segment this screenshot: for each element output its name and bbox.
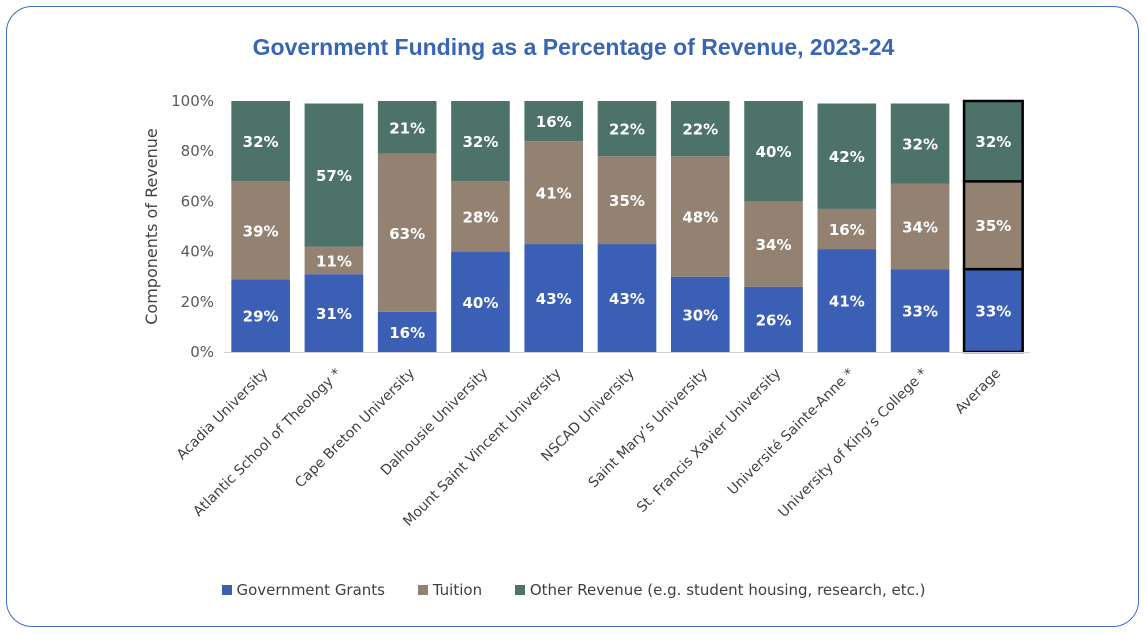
x-tick-label: Atlantic School of Theology * bbox=[190, 366, 344, 520]
data-label: 33% bbox=[902, 303, 938, 321]
bar-segment bbox=[377, 311, 437, 352]
data-label: 39% bbox=[243, 222, 279, 240]
bar-segment bbox=[451, 251, 510, 352]
data-label: 43% bbox=[536, 290, 572, 308]
data-label: 32% bbox=[975, 133, 1011, 151]
data-label: 16% bbox=[536, 113, 572, 131]
bar-segment bbox=[817, 249, 877, 352]
data-label: 41% bbox=[536, 185, 572, 203]
data-label: 22% bbox=[609, 121, 645, 139]
x-tick-label: Cape Breton University bbox=[292, 366, 418, 492]
bar-segment bbox=[231, 181, 290, 280]
bar-segment bbox=[962, 99, 1024, 183]
y-tick-label: 80% bbox=[181, 142, 214, 160]
data-label: 43% bbox=[609, 290, 645, 308]
data-label: 41% bbox=[829, 293, 865, 311]
legend-swatch-other-revenue bbox=[514, 585, 525, 595]
bar-segment bbox=[890, 103, 950, 184]
data-label: 42% bbox=[829, 148, 865, 166]
bar-segment bbox=[377, 101, 437, 154]
data-label: 32% bbox=[902, 136, 938, 154]
bar-segment bbox=[890, 269, 950, 352]
legend-item-tuition: Tuition bbox=[417, 581, 483, 599]
bar-segment bbox=[744, 101, 803, 202]
bar-segment bbox=[524, 101, 584, 142]
data-label: 34% bbox=[756, 236, 792, 254]
legend-swatch-government-grants bbox=[221, 585, 232, 595]
data-label: 16% bbox=[829, 221, 865, 239]
data-label: 35% bbox=[609, 192, 645, 210]
bar-segment bbox=[890, 183, 950, 270]
data-label: 32% bbox=[463, 133, 499, 151]
legend-label-tuition: Tuition bbox=[432, 581, 483, 599]
y-tick-label: 40% bbox=[181, 243, 214, 261]
data-label: 40% bbox=[463, 294, 499, 312]
data-label: 32% bbox=[243, 133, 279, 151]
data-label: 16% bbox=[389, 324, 425, 342]
x-tick-label: Mount Saint Vincent University bbox=[400, 366, 564, 530]
data-label: 33% bbox=[975, 303, 1011, 321]
data-label: 26% bbox=[756, 311, 792, 329]
legend-label-other-revenue: Other Revenue (e.g. student housing, res… bbox=[529, 581, 926, 599]
chart-legend: Government Grants Tuition Other Revenue … bbox=[0, 581, 1147, 599]
bar-segment bbox=[231, 279, 290, 352]
bar-segment bbox=[451, 101, 510, 182]
data-label: 57% bbox=[316, 167, 352, 185]
y-axis-title: Components of Revenue bbox=[142, 128, 161, 325]
data-label: 48% bbox=[682, 208, 718, 226]
data-label: 11% bbox=[316, 252, 352, 270]
data-label: 35% bbox=[975, 217, 1011, 235]
bar-segment bbox=[451, 181, 510, 252]
x-tick-label: St. Francis Xavier University bbox=[634, 366, 784, 516]
bar-segment bbox=[817, 103, 877, 209]
data-label: 34% bbox=[902, 219, 938, 237]
bar-segment bbox=[231, 101, 290, 182]
x-tick-label: Average bbox=[952, 366, 1004, 418]
bar-segment bbox=[597, 156, 657, 245]
x-tick-label: Saint Mary’s University bbox=[585, 366, 711, 492]
bar-segment bbox=[377, 153, 437, 312]
bar-segment bbox=[304, 103, 364, 247]
data-label: 29% bbox=[243, 308, 279, 326]
bar-segment bbox=[524, 141, 584, 245]
data-label: 28% bbox=[463, 208, 499, 226]
bar-segment bbox=[304, 274, 364, 352]
legend-label-government-grants: Government Grants bbox=[236, 581, 386, 599]
y-tick-label: 0% bbox=[190, 343, 214, 361]
bar-segment bbox=[670, 156, 730, 277]
bar-segment bbox=[670, 276, 730, 352]
bar-segment bbox=[744, 201, 803, 287]
bar-segment bbox=[817, 208, 877, 250]
data-label: 21% bbox=[389, 119, 425, 137]
bar-segment bbox=[524, 244, 584, 352]
data-label: 40% bbox=[756, 143, 792, 161]
legend-item-other-revenue: Other Revenue (e.g. student housing, res… bbox=[514, 581, 926, 599]
bar-segment bbox=[744, 286, 803, 352]
bar-segment bbox=[597, 244, 657, 352]
data-label: 63% bbox=[389, 225, 425, 243]
y-tick-label: 60% bbox=[181, 192, 214, 210]
legend-item-government-grants: Government Grants bbox=[221, 581, 386, 599]
x-tick-label: University of King’s College * bbox=[776, 366, 931, 521]
chart-title: Government Funding as a Percentage of Re… bbox=[252, 34, 895, 60]
y-tick-label: 20% bbox=[181, 293, 214, 311]
bar-segment bbox=[962, 267, 1024, 354]
bar-segment bbox=[670, 101, 730, 157]
y-tick-label: 100% bbox=[171, 92, 214, 110]
legend-swatch-tuition bbox=[417, 585, 428, 595]
data-label: 22% bbox=[682, 121, 718, 139]
bar-segment bbox=[304, 246, 364, 275]
data-label: 30% bbox=[682, 306, 718, 324]
bar-segment bbox=[597, 101, 657, 157]
data-label: 31% bbox=[316, 305, 352, 323]
x-tick-label: Université Sainte-Anne * bbox=[725, 366, 858, 499]
